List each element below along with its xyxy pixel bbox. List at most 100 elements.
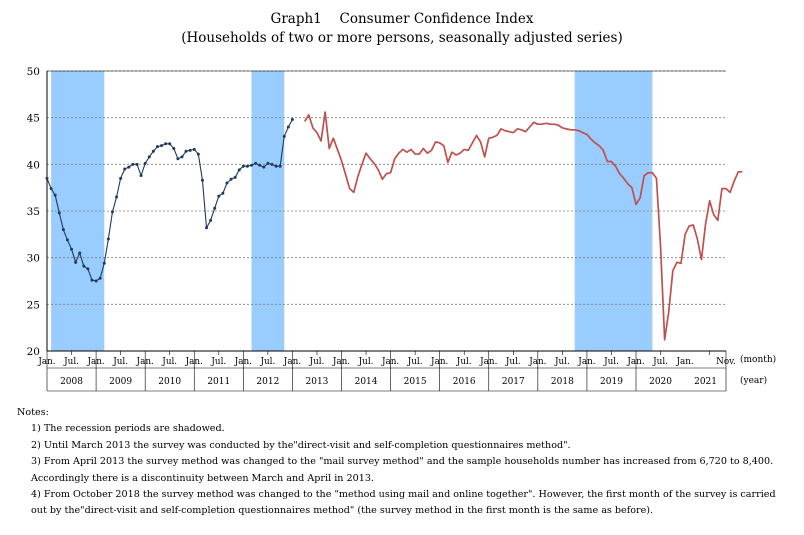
x-month-label-6: Jan. [185, 357, 203, 367]
series-1-point-33 [180, 155, 184, 159]
series-1-point-34 [184, 149, 188, 153]
series-1-point-11 [90, 278, 94, 282]
series-1-point-32 [176, 157, 180, 161]
series-1-point-18 [119, 176, 123, 180]
series-1-point-25 [147, 155, 151, 159]
series-1-point-56 [274, 164, 278, 168]
x-month-label-23: Jul. [603, 357, 619, 367]
series-group [45, 111, 743, 341]
x-month-label-17: Jul. [456, 357, 472, 367]
series-1-point-35 [188, 148, 192, 152]
series-1-point-50 [250, 163, 254, 167]
series-1-point-60 [290, 118, 294, 122]
series-line-2 [303, 111, 743, 341]
series-1-point-19 [123, 167, 127, 171]
series-1-point-3 [57, 211, 61, 215]
x-month-label-26: Jan. [675, 357, 693, 367]
series-1-point-24 [143, 161, 147, 165]
x-month-label-24: Jan. [626, 357, 644, 367]
series-1-point-55 [270, 162, 274, 166]
series-1-point-5 [65, 238, 69, 242]
x-month-label-10: Jan. [283, 357, 301, 367]
series-1-point-8 [78, 251, 82, 255]
chart-title: Graph1 Consumer Confidence Index [270, 11, 534, 27]
series-1-point-1 [49, 187, 53, 191]
x-year-label-2010: 2010 [158, 377, 181, 387]
series-1-point-48 [241, 164, 245, 168]
x-year-label-2013: 2013 [306, 377, 329, 387]
series-1-point-22 [135, 162, 139, 166]
series-1-point-31 [172, 146, 176, 150]
series-1-point-58 [282, 134, 286, 138]
series-1-point-47 [237, 168, 241, 172]
series-1-point-36 [192, 147, 196, 151]
series-1-point-6 [70, 247, 74, 251]
series-1-point-51 [254, 161, 258, 165]
series-1-point-42 [217, 194, 221, 198]
series-1-point-13 [98, 276, 102, 280]
y-tick-label-45: 45 [27, 113, 40, 125]
x-year-label-2008: 2008 [60, 377, 83, 387]
series-1-point-28 [160, 144, 164, 148]
notes-section: Notes: 1) The recession periods are shad… [17, 405, 787, 520]
x-month-label-18: Jan. [479, 357, 497, 367]
x-month-label-4: Jan. [136, 357, 154, 367]
series-1-point-10 [86, 267, 90, 271]
x-year-label-2014: 2014 [355, 377, 378, 387]
series-1-point-39 [205, 226, 209, 230]
series-1-point-37 [196, 152, 200, 156]
series-1-point-20 [127, 165, 131, 169]
x-year-label-2015: 2015 [404, 377, 427, 387]
series-1-point-53 [262, 165, 266, 169]
series-1-point-26 [151, 149, 155, 153]
series-1-point-9 [82, 264, 86, 268]
series-1-point-46 [233, 175, 237, 179]
series-1-point-59 [286, 125, 290, 129]
notes-heading: Notes: [17, 407, 49, 418]
x-month-label-21: Jul. [554, 357, 570, 367]
x-unit-month-label: (month) [740, 354, 776, 365]
y-tick-label-40: 40 [27, 159, 40, 171]
series-1-point-23 [139, 174, 143, 178]
series-1-point-12 [94, 279, 98, 283]
x-month-label-3: Jul. [112, 357, 128, 367]
series-1-point-49 [245, 164, 249, 168]
x-month-label-7: Jul. [210, 357, 226, 367]
note-4: 4) From October 2018 the survey method w… [31, 489, 776, 517]
series-1-point-52 [258, 163, 262, 167]
x-month-label-1: Jul. [63, 357, 79, 367]
series-1-point-21 [131, 162, 135, 166]
series-1-point-45 [229, 177, 233, 181]
x-month-label-0: Jan. [37, 357, 55, 367]
axes-group [46, 70, 727, 392]
series-1-point-29 [164, 142, 168, 146]
series-1-point-44 [225, 181, 229, 185]
x-year-label-2017: 2017 [502, 377, 525, 387]
chart-subtitle: (Households of two or more persons, seas… [181, 30, 623, 46]
x-month-label-14: Jan. [381, 357, 399, 367]
x-year-label-2020: 2020 [649, 377, 672, 387]
x-month-label-2: Jan. [86, 357, 104, 367]
series-1-point-30 [168, 142, 172, 146]
series-1-point-2 [53, 193, 57, 197]
x-month-label-22: Jan. [577, 357, 595, 367]
x-month-label-8: Jan. [234, 357, 252, 367]
note-2: 2) Until March 2013 the survey was condu… [31, 439, 571, 451]
x-month-label-11: Jul. [309, 357, 325, 367]
series-1-point-41 [213, 206, 217, 210]
series-1-point-57 [278, 164, 282, 168]
series-1-point-17 [115, 195, 119, 199]
x-month-label-15: Jul. [407, 357, 423, 367]
x-month-label-27: Nov. [716, 357, 736, 367]
x-year-label-2016: 2016 [453, 377, 476, 387]
x-month-label-25: Jul. [652, 357, 668, 367]
x-year-label-2018: 2018 [551, 377, 574, 387]
x-month-label-9: Jul. [259, 357, 275, 367]
series-1-point-15 [106, 237, 110, 241]
x-month-label-19: Jul. [505, 357, 521, 367]
series-1-point-4 [61, 228, 65, 232]
x-year-label-2019: 2019 [600, 377, 623, 387]
y-tick-labels-group: 20 25 30 35 40 45 50 [27, 66, 40, 358]
series-1-point-14 [102, 261, 106, 265]
